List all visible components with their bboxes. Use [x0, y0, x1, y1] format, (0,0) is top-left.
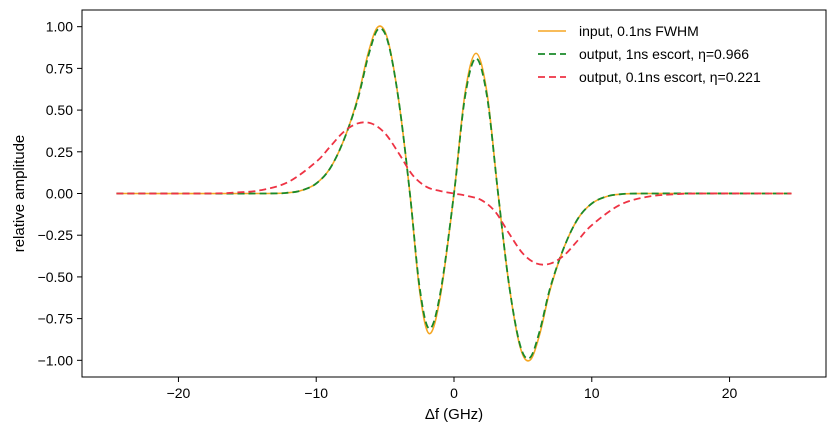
x-axis-label: Δf (GHz): [425, 406, 483, 423]
y-axis-label: relative amplitude: [11, 135, 28, 253]
x-tick-label: 10: [584, 385, 600, 401]
y-tick-label: −0.50: [38, 269, 74, 285]
x-tick-label: −10: [304, 385, 328, 401]
y-tick-label: −0.75: [38, 311, 74, 327]
series-line-2: [116, 27, 792, 360]
legend-entry: output, 1ns escort, η=0.966: [579, 46, 749, 62]
y-tick-label: 1.00: [46, 19, 73, 35]
x-tick-label: −20: [167, 385, 191, 401]
y-tick-label: 0.75: [46, 60, 73, 76]
legend-entry: input, 0.1ns FWHM: [579, 23, 699, 39]
legend: input, 0.1ns FWHM output, 1ns escort, η=0…: [538, 23, 761, 85]
x-axis: −20 −10 0 10 20: [167, 377, 738, 401]
y-tick-label: −1.00: [38, 352, 74, 368]
y-tick-label: 0.50: [46, 102, 73, 118]
legend-entry: output, 0.1ns escort, η=0.221: [579, 69, 761, 85]
y-tick-label: 0.25: [46, 144, 73, 160]
x-tick-label: 20: [722, 385, 738, 401]
y-tick-label: −0.25: [38, 227, 74, 243]
y-axis: 1.00 0.75 0.50 0.25 0.00 −0.25 −0.50 −0.75 −1.00: [38, 19, 82, 368]
series-layer: [116, 25, 792, 362]
y-tick-label: 0.00: [46, 186, 73, 202]
series-line-3: [116, 121, 792, 266]
x-tick-label: 0: [450, 385, 458, 401]
